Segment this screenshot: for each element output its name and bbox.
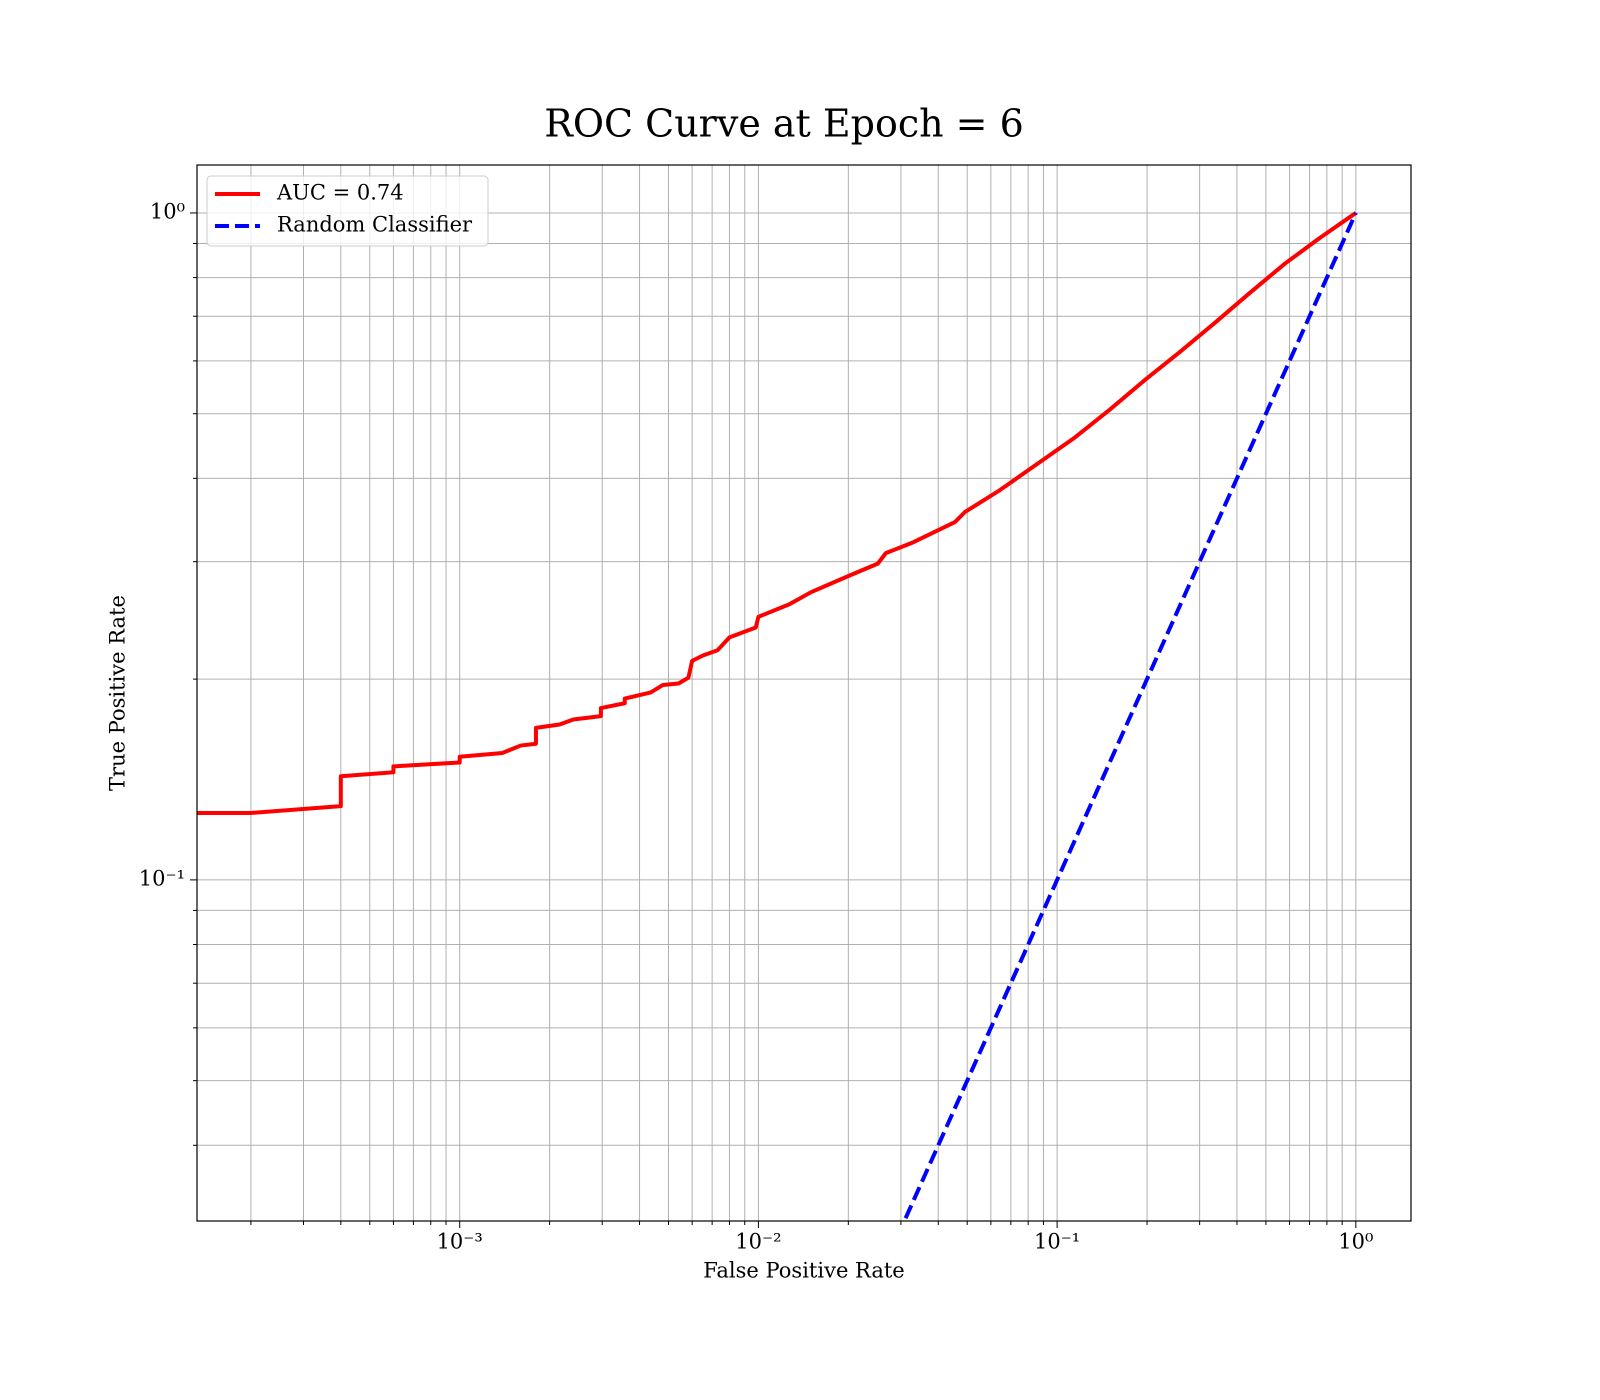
plot-lines: [197, 211, 1358, 1220]
x-tick-label: 10⁻³: [437, 1230, 483, 1254]
legend: AUC = 0.74 Random Classifier: [206, 175, 489, 247]
legend-label: AUC = 0.74: [276, 181, 404, 205]
legend-label: Random Classifier: [277, 213, 473, 237]
series-line: [903, 212, 1358, 1220]
grid: [197, 165, 1411, 1221]
x-tick-label: 10⁻²: [735, 1230, 781, 1254]
x-axis-label: False Positive Rate: [703, 1259, 904, 1283]
plot-frame: [196, 164, 1412, 1222]
series-line: [197, 211, 1357, 815]
ticks: 10⁻³ 10⁻² 10⁻¹ 10⁰ 10⁻¹ 10⁰: [139, 199, 1374, 1253]
x-tick-label: 10⁻¹: [1034, 1230, 1080, 1254]
y-axis-label: True Positive Rate: [106, 595, 130, 791]
y-tick-label: 10⁻¹: [139, 866, 185, 890]
chart-title: ROC Curve at Epoch = 6: [544, 102, 1024, 146]
x-tick-label: 10⁰: [1338, 1230, 1373, 1254]
y-tick-label: 10⁰: [150, 199, 185, 223]
legend-box: [206, 175, 489, 247]
